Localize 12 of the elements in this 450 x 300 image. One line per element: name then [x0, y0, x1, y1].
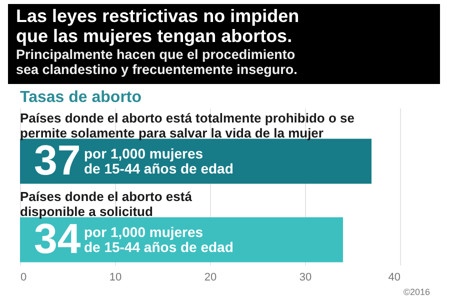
annotation: por 1,000 mujeres de 15-44 años de edad — [84, 145, 234, 176]
x-tick-label: 0 — [20, 272, 27, 284]
x-tick-label: 40 — [388, 272, 400, 284]
x-tick-label: 20 — [204, 272, 217, 284]
x-tick-label: 10 — [109, 272, 122, 284]
y-axis-title: Tasas de aborto — [20, 89, 142, 106]
y-tick-label: Países donde el aborto está totalmente prohibido o se permite solamente para salvar la vida de la mujer — [20, 110, 354, 140]
annotation: por 1,000 mujeres de 15-44 años de edad — [84, 224, 234, 255]
text: ©2016 — [403, 287, 430, 297]
chart-title: Las leyes restrictivas no impiden que las mujeres tengan abortos. — [16, 6, 300, 46]
chart-subtitle: Principalmente hacen que el procedimiento sea clandestino y frecuentemente inseguro. — [16, 47, 298, 77]
x-tick-label: 30 — [299, 272, 312, 284]
